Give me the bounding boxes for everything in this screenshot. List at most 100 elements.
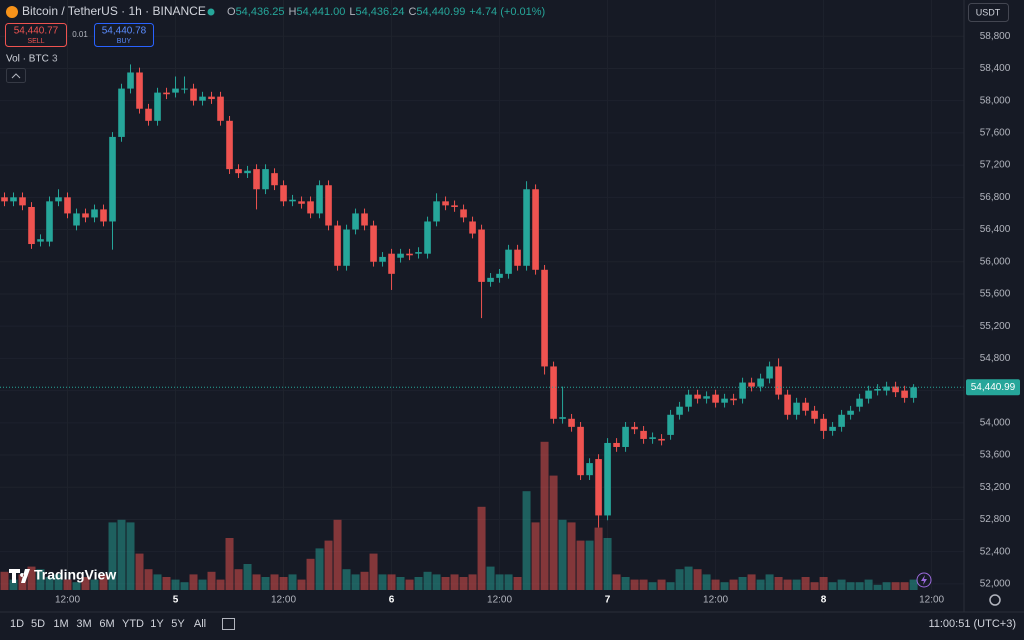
candle-body xyxy=(118,88,125,137)
range-button[interactable]: All xyxy=(194,618,206,630)
volume-bar xyxy=(612,574,621,590)
volume-bar xyxy=(252,574,261,590)
range-button[interactable]: YTD xyxy=(122,618,144,630)
brand[interactable]: TradingView xyxy=(34,567,116,583)
volume-bar xyxy=(351,574,360,590)
volume-bar xyxy=(234,569,243,590)
candle-body xyxy=(253,169,260,190)
sell-button[interactable] xyxy=(5,23,67,47)
candle-body xyxy=(199,96,206,101)
candle-body xyxy=(154,92,161,121)
volume-bar xyxy=(126,522,135,590)
range-button[interactable]: 1D xyxy=(10,618,24,630)
volume-bar xyxy=(99,574,108,590)
candle-body xyxy=(100,209,107,222)
candle-body xyxy=(307,201,314,214)
volume-bar xyxy=(189,574,198,590)
volume-bar xyxy=(657,579,666,590)
range-button[interactable]: 6M xyxy=(99,618,114,630)
volume-bar xyxy=(774,577,783,590)
volume-bar xyxy=(81,577,90,590)
range-button[interactable]: 5D xyxy=(31,618,45,630)
calendar-icon[interactable] xyxy=(222,618,235,630)
y-tick-label: 58,400 xyxy=(980,63,1011,74)
candle-body xyxy=(352,213,359,230)
y-tick-label: 54,800 xyxy=(980,353,1011,364)
range-button[interactable]: 1M xyxy=(53,618,68,630)
volume-bar xyxy=(765,574,774,590)
settings-icon[interactable] xyxy=(989,594,1001,606)
range-button[interactable]: 5Y xyxy=(171,618,185,630)
volume-bar xyxy=(828,582,837,590)
candle-body xyxy=(667,414,674,435)
sell-price: 54,440.77 xyxy=(14,26,59,37)
candle-body xyxy=(829,426,836,431)
symbol-title[interactable]: Bitcoin / TetherUS · 1h · BINANCE xyxy=(22,4,206,18)
candle-body xyxy=(163,92,170,95)
volume-bar xyxy=(405,579,414,590)
alert-icon[interactable] xyxy=(916,572,932,588)
x-tick-label: 12:00 xyxy=(919,595,944,606)
volume-bar xyxy=(360,571,369,590)
volume-bar xyxy=(225,538,234,590)
collapse-button[interactable] xyxy=(6,68,26,83)
volume-bar xyxy=(810,582,819,590)
candle-body xyxy=(730,398,737,401)
buy-button[interactable] xyxy=(94,23,154,47)
range-button[interactable]: 1Y xyxy=(150,618,164,630)
x-tick-label: 7 xyxy=(605,595,611,606)
candle-body xyxy=(514,249,521,266)
candle-body xyxy=(478,229,485,282)
candle-body xyxy=(883,386,890,391)
candle-body xyxy=(910,387,917,398)
volume-bar xyxy=(387,574,396,590)
candle-body xyxy=(901,390,908,398)
candle-body xyxy=(325,185,332,226)
candle-body xyxy=(388,253,395,274)
candle-body xyxy=(46,201,53,242)
candle-body xyxy=(82,213,89,218)
axes: 52,000 52,400 52,800 53,200 53,600 54,000 54,4… xyxy=(0,31,1020,606)
volume-bar xyxy=(819,577,828,590)
c-label: C xyxy=(408,6,416,18)
candle-body xyxy=(208,96,215,100)
volume-bar xyxy=(54,574,63,590)
candle-body xyxy=(244,170,251,174)
candle-body xyxy=(748,382,755,387)
x-tick-label: 5 xyxy=(173,595,179,606)
volume-bar xyxy=(9,579,18,590)
candle-body xyxy=(28,206,35,245)
symbol-icon xyxy=(6,6,18,18)
volume-bar xyxy=(729,579,738,590)
candle-body xyxy=(397,253,404,258)
candle-body xyxy=(145,108,152,121)
candle-body xyxy=(217,96,224,121)
candle-body xyxy=(631,426,638,430)
volume-bar xyxy=(378,574,387,590)
range-button[interactable]: 3M xyxy=(76,618,91,630)
volume-bar xyxy=(540,441,549,590)
candle-body xyxy=(415,252,422,254)
candle-body xyxy=(865,390,872,399)
candle-layer xyxy=(1,64,917,528)
candle-body xyxy=(370,225,377,262)
x-tick-label: 6 xyxy=(389,595,395,606)
volume-bar xyxy=(747,574,756,590)
volume-bar xyxy=(864,579,873,590)
brand-logo xyxy=(9,569,30,583)
currency: USDT xyxy=(976,7,1001,17)
candle-body xyxy=(442,201,449,206)
volume-bar xyxy=(450,574,459,590)
volume-bar xyxy=(63,579,72,590)
currency-box[interactable] xyxy=(968,3,1009,22)
candle-body xyxy=(280,185,287,202)
alert-bolt xyxy=(921,575,927,585)
candle-body xyxy=(181,88,188,90)
volume-bar xyxy=(504,574,513,590)
candle-body xyxy=(433,201,440,222)
candle-body xyxy=(586,463,593,476)
grid xyxy=(0,0,964,590)
volume-bar xyxy=(297,579,306,590)
